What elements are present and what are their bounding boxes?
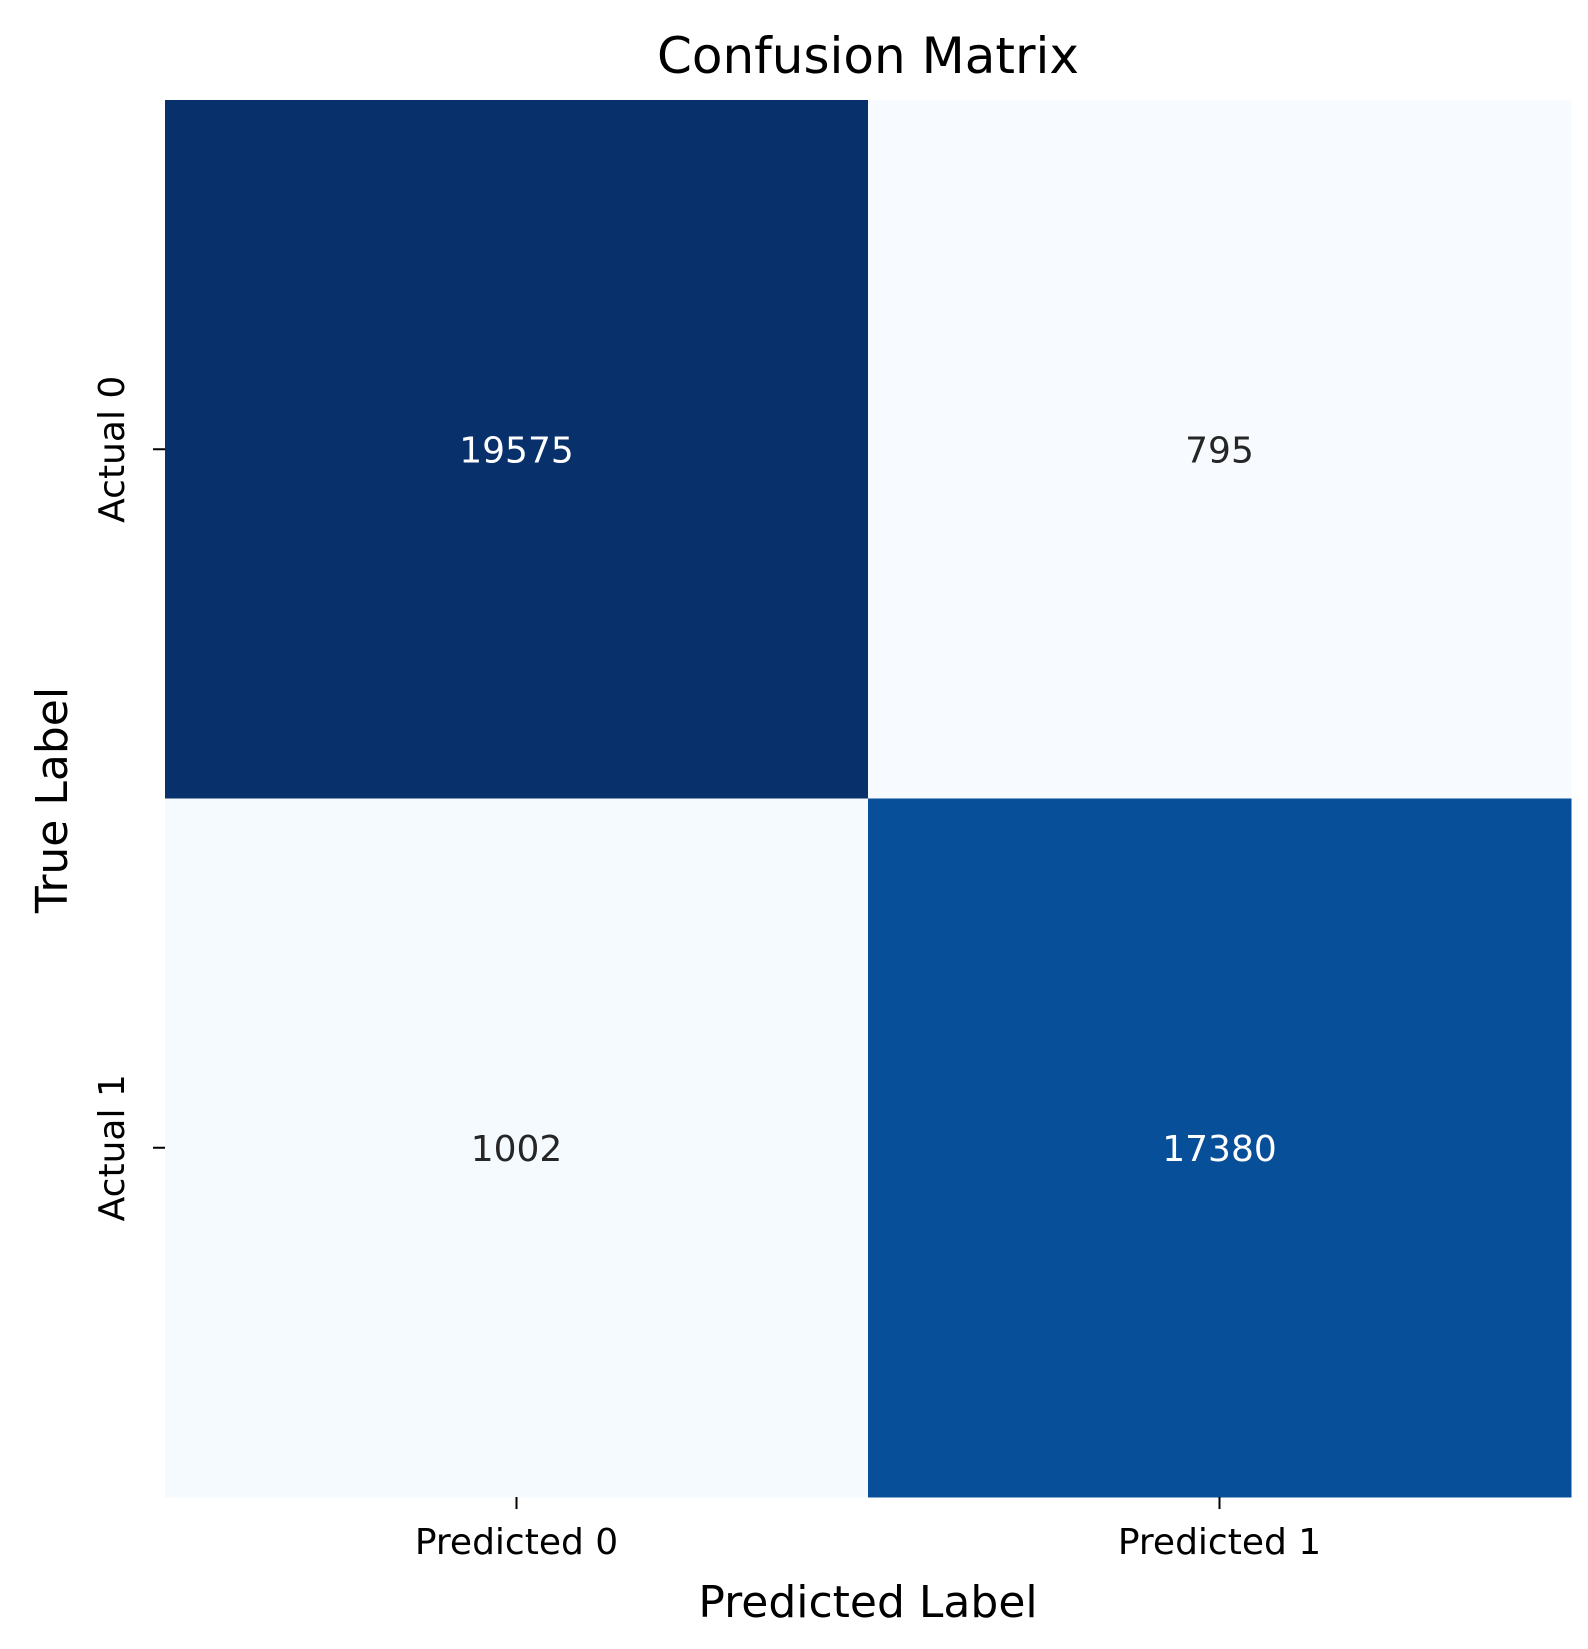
x-tick-label: Predicted 0	[415, 1522, 618, 1563]
x-tick-label: Predicted 1	[1118, 1522, 1321, 1563]
heatmap-cell-r1-c0	[165, 798, 869, 1498]
cell-value-label: 1002	[471, 1129, 563, 1170]
cell-value-label: 17380	[1162, 1129, 1277, 1170]
y-axis-label: True Label	[27, 687, 78, 914]
y-tick-label: Actual 1	[92, 1074, 133, 1221]
x-axis-label: Predicted Label	[698, 1577, 1037, 1628]
cell-value-label: 19575	[459, 430, 574, 471]
heatmap-cells	[165, 100, 1572, 1498]
x-axis-ticks: Predicted 0 Predicted 1	[415, 1497, 1321, 1563]
heatmap-cell-labels: 19575 795 1002 17380	[459, 430, 1277, 1170]
heatmap-cell-r1-c1	[868, 798, 1572, 1498]
y-axis-ticks: Actual 0 Actual 1	[92, 376, 165, 1221]
chart-title: Confusion Matrix	[657, 27, 1079, 85]
heatmap-cell-r0-c1	[868, 100, 1572, 799]
cell-value-label: 795	[1185, 430, 1254, 471]
y-tick-label: Actual 0	[92, 376, 133, 523]
heatmap-cell-r0-c0	[165, 100, 869, 799]
